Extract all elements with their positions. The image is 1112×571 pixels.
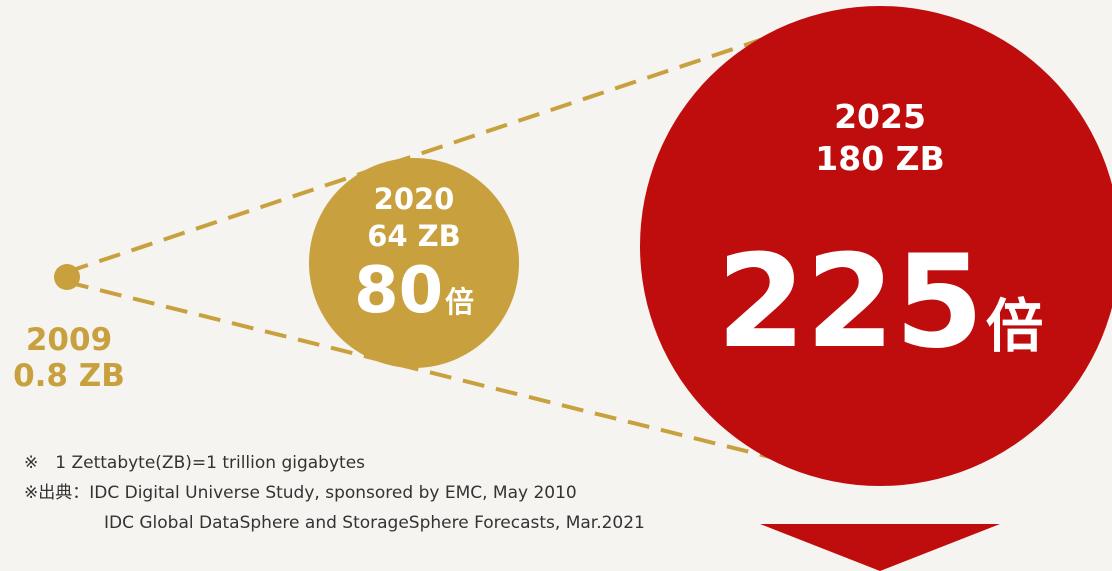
circle-2025: 2025 180 ZB 225倍 — [640, 6, 1112, 486]
multiplier-2020-unit: 倍 — [445, 285, 474, 319]
label-2009: 2009 0.8 ZB — [4, 322, 134, 394]
year-2025: 2025 — [834, 97, 926, 136]
size-2020: 64 ZB — [367, 219, 461, 253]
multiplier-2025-value: 225 — [716, 228, 984, 377]
down-arrow-icon — [760, 524, 1000, 571]
multiplier-2020-value: 80 — [354, 254, 444, 328]
multiplier-2025: 225倍 — [717, 238, 1044, 392]
dot-2009 — [54, 264, 80, 290]
footnote-source-2: IDC Global DataSphere and StorageSphere … — [104, 513, 645, 533]
footnote-zettabyte: ※ 1 Zettabyte(ZB)=1 trillion gigabytes — [24, 453, 366, 473]
upper-dashed-line — [66, 28, 791, 274]
year-2020: 2020 — [373, 182, 455, 216]
footnotes: ※ 1 Zettabyte(ZB)=1 trillion gigabytes ※… — [24, 448, 645, 538]
lower-dashed-line — [66, 280, 791, 464]
footnote-source-1: ※出典：IDC Digital Universe Study, sponsore… — [24, 483, 577, 503]
multiplier-2020: 80倍 — [354, 259, 474, 334]
size-2025: 180 ZB — [815, 139, 945, 178]
circle-2020: 2020 64 ZB 80倍 — [309, 158, 519, 368]
year-2009: 2009 — [25, 322, 113, 358]
multiplier-2025-unit: 倍 — [985, 293, 1044, 360]
size-2009: 0.8 ZB — [13, 358, 125, 394]
